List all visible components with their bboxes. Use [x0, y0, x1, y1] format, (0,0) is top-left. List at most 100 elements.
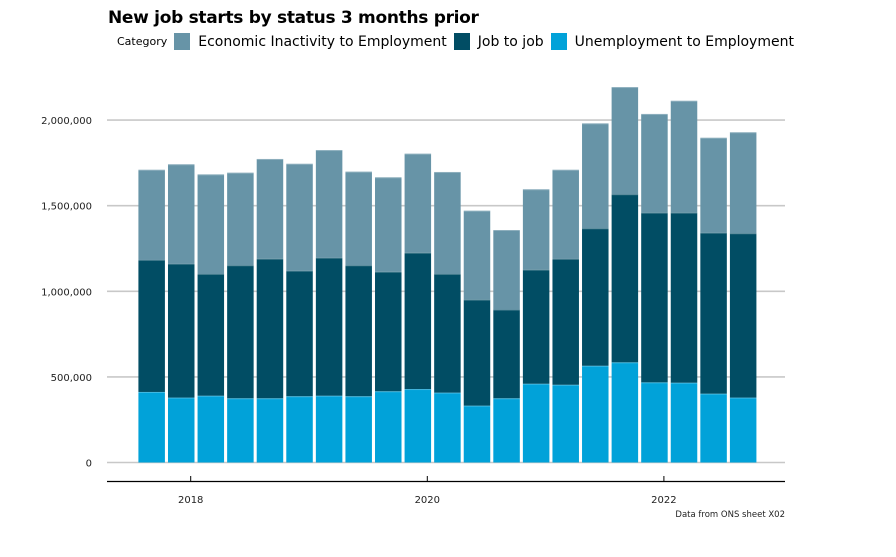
- bar-segment-edge: [552, 258, 579, 260]
- bar-segment-edge: [256, 158, 284, 160]
- bar-segment-unemployment-to-employment: [167, 397, 195, 463]
- bar-segment-edge: [434, 274, 461, 276]
- bar-segment-edge: [641, 382, 668, 384]
- bar-stack: [552, 169, 579, 463]
- x-tick-label: 2018: [178, 495, 203, 506]
- bar-stack: [256, 158, 284, 463]
- bar-segment-edge: [729, 397, 757, 399]
- bar-segment-edge: [463, 210, 491, 212]
- bar-segment-unemployment-to-employment: [256, 398, 284, 463]
- bar-segment-edge: [611, 194, 639, 196]
- bar-segment-job-to-job: [729, 233, 757, 398]
- bar-segment-economic-inactivity-to-employment: [582, 123, 609, 229]
- bar-segment-edge: [493, 230, 520, 232]
- bar-segment-unemployment-to-employment: [434, 392, 461, 463]
- bar-segment-edge: [138, 391, 165, 393]
- legend: Category Economic Inactivity to Employme…: [117, 33, 801, 50]
- bar-segment-edge: [670, 100, 698, 102]
- bar-segment-economic-inactivity-to-employment: [345, 171, 372, 266]
- bar-segment-edge: [700, 232, 727, 234]
- bar-segment-economic-inactivity-to-employment: [286, 163, 313, 271]
- bar-segment-economic-inactivity-to-employment: [404, 153, 432, 253]
- legend-title: Category: [117, 35, 168, 48]
- bar-segment-job-to-job: [345, 265, 372, 397]
- bar-segment-unemployment-to-employment: [700, 393, 727, 463]
- bar-segment-edge: [493, 398, 520, 400]
- bar-segment-unemployment-to-employment: [729, 397, 757, 463]
- bar-segment-job-to-job: [256, 258, 284, 399]
- bar-segment-edge: [700, 137, 727, 139]
- bar-segment-edge: [138, 169, 165, 171]
- bar-segment-edge: [345, 396, 372, 398]
- bar-segment-edge: [552, 169, 579, 171]
- y-tick-label: 1,500,000: [41, 202, 92, 213]
- bar-stack: [522, 189, 550, 463]
- bar-segment-economic-inactivity-to-employment: [463, 210, 491, 300]
- bar-segment-economic-inactivity-to-employment: [138, 169, 165, 260]
- bar-segment-unemployment-to-employment: [315, 395, 343, 463]
- y-tick-label: 500,000: [51, 373, 92, 384]
- bar-segment-economic-inactivity-to-employment: [670, 100, 698, 213]
- bar-stack: [286, 163, 313, 463]
- bar-segment-edge: [582, 228, 609, 230]
- bar-stack: [345, 171, 372, 463]
- legend-label: Unemployment to Employment: [574, 33, 794, 50]
- bar-segment-job-to-job: [375, 271, 402, 392]
- legend-label: Job to job: [477, 33, 544, 50]
- bar-segment-job-to-job: [434, 274, 461, 393]
- bar-segment-edge: [582, 365, 609, 367]
- bar-segment-job-to-job: [552, 258, 579, 385]
- bar-stack: [641, 113, 668, 463]
- source-note: Data from ONS sheet X02: [675, 510, 785, 520]
- bar-segment-unemployment-to-employment: [375, 391, 402, 463]
- legend-item-job-to-job[interactable]: Job to job: [453, 33, 544, 50]
- x-axis: 2018 2020 2022: [107, 476, 785, 506]
- bar-segment-edge: [670, 382, 698, 384]
- bar-stack: [167, 164, 195, 463]
- bar-segment-economic-inactivity-to-employment: [700, 137, 727, 233]
- bar-segment-job-to-job: [582, 228, 609, 366]
- y-tick-label: 2,000,000: [41, 116, 92, 127]
- bar-segment-edge: [611, 87, 639, 89]
- bar-segment-unemployment-to-employment: [345, 396, 372, 463]
- bar-stack: [463, 210, 491, 463]
- bar-stack: [375, 177, 402, 463]
- bar-segment-edge: [522, 269, 550, 271]
- bar-segment-economic-inactivity-to-employment: [641, 113, 668, 213]
- bar-segment-economic-inactivity-to-employment: [375, 177, 402, 272]
- bar-segment-edge: [167, 397, 195, 399]
- bar-segment-economic-inactivity-to-employment: [552, 169, 579, 259]
- bar-segment-economic-inactivity-to-employment: [611, 87, 639, 195]
- bar-segment-edge: [493, 309, 520, 311]
- bar-segment-unemployment-to-employment: [404, 389, 432, 463]
- bar-segment-edge: [522, 383, 550, 385]
- bar-segment-edge: [375, 177, 402, 179]
- bar-stack: [611, 87, 639, 463]
- bar-segment-edge: [315, 257, 343, 259]
- bar-segment-edge: [167, 164, 195, 166]
- bar-segment-edge: [197, 174, 225, 176]
- bar-segment-economic-inactivity-to-employment: [522, 189, 550, 270]
- bar-segment-edge: [197, 274, 225, 276]
- bar-segment-unemployment-to-employment: [611, 362, 639, 463]
- bar-segment-edge: [375, 391, 402, 393]
- y-axis-ticks: 0 500,000 1,000,000 1,500,000 2,000,000: [41, 116, 92, 469]
- bar-segment-job-to-job: [611, 194, 639, 363]
- bar-segment-unemployment-to-employment: [582, 365, 609, 463]
- bar-segment-edge: [315, 150, 343, 152]
- bar-segment-edge: [434, 171, 461, 173]
- legend-item-unemployment[interactable]: Unemployment to Employment: [550, 33, 794, 50]
- bar-stack: [670, 100, 698, 463]
- legend-label: Economic Inactivity to Employment: [198, 33, 447, 50]
- bar-segment-edge: [227, 265, 254, 267]
- bar-segment-economic-inactivity-to-employment: [197, 174, 225, 275]
- bar-stack: [227, 172, 254, 463]
- bar-segment-job-to-job: [404, 252, 432, 390]
- bar-segment-edge: [256, 398, 284, 400]
- bar-segment-edge: [345, 171, 372, 173]
- bar-segment-edge: [582, 123, 609, 125]
- legend-item-economic-inactivity[interactable]: Economic Inactivity to Employment: [174, 33, 447, 50]
- bar-segment-job-to-job: [286, 270, 313, 397]
- chart-title: New job starts by status 3 months prior: [108, 8, 479, 28]
